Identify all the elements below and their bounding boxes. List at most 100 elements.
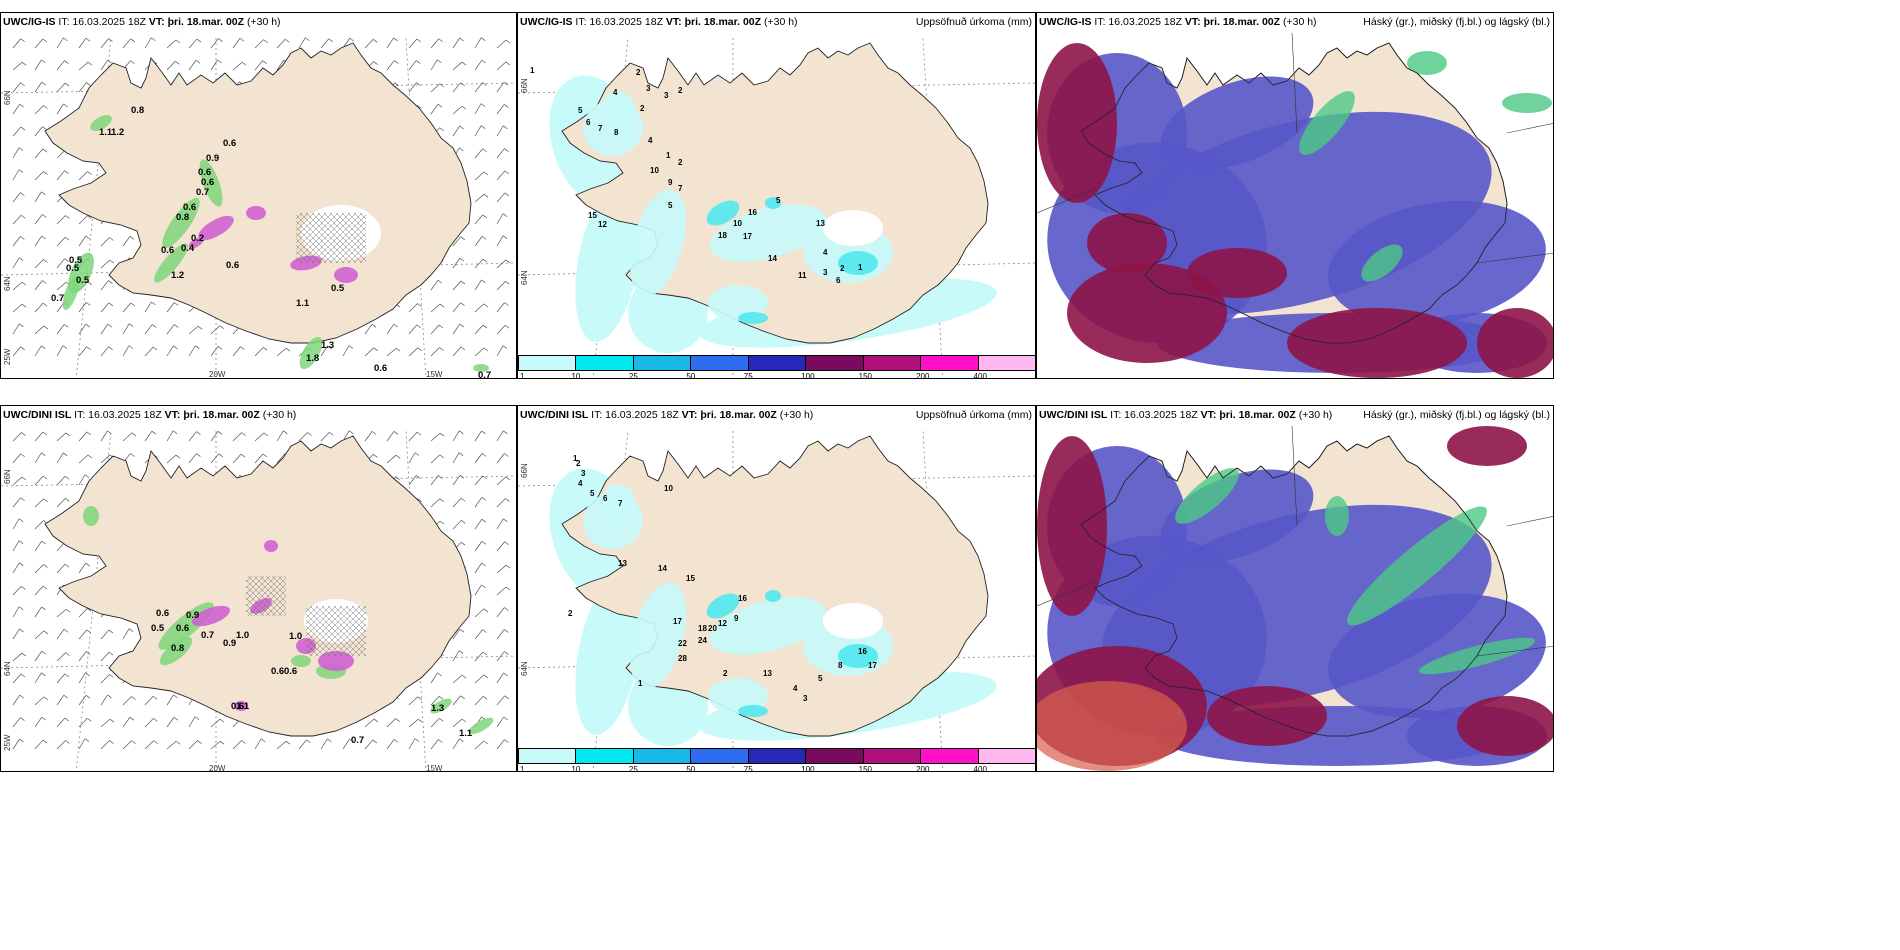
wind-barb (56, 237, 66, 247)
wind-barb-flag (458, 452, 464, 456)
wind-barb-flag (108, 38, 113, 42)
wind-barb (12, 214, 22, 225)
wind-barb (496, 235, 504, 247)
wind-barb-flag (239, 37, 245, 42)
wind-barb-flag (417, 303, 422, 307)
wind-barb-flag (64, 258, 69, 262)
hatch-line (306, 607, 355, 656)
wind-barb-flag (85, 37, 91, 42)
snow-precip-area (250, 598, 272, 614)
value-label: 6 (586, 118, 591, 127)
value-label: 0.8 (131, 105, 144, 116)
panel-cloud-dini-isl: UWC/DINI ISL IT: 16.03.2025 18Z VT: þri.… (1036, 405, 1554, 772)
wind-barb-flag (86, 431, 92, 436)
wind-barb (12, 38, 21, 49)
wind-barb (474, 148, 483, 159)
wind-barb-flag (263, 432, 269, 437)
wind-barb-flag (504, 192, 510, 197)
precip-green-area (299, 336, 323, 370)
wind-barb (56, 82, 66, 93)
wind-barb (386, 37, 394, 49)
wind-barb-flag (460, 82, 465, 86)
wind-barb-flag (438, 475, 443, 479)
wind-barb (430, 59, 438, 71)
panel-header: UWC/IG-IS IT: 16.03.2025 18Z VT: þri. 18… (3, 16, 281, 28)
hatch-line (246, 597, 265, 616)
wind-barb-flag (85, 302, 91, 306)
wind-barb (342, 738, 350, 750)
value-label: 1.1 (236, 701, 250, 712)
wind-barb-flag (86, 629, 92, 634)
moderate-precip-area (838, 251, 878, 275)
wind-barb (430, 498, 440, 508)
wind-barb-flag (21, 432, 26, 436)
colorbar-tick-label: 100 (801, 372, 815, 379)
wind-barb (34, 191, 42, 203)
wind-barb (430, 432, 441, 442)
moderate-precip-area (765, 590, 781, 602)
wind-barb (210, 431, 219, 442)
wind-barb (166, 694, 174, 706)
wind-barb (452, 629, 461, 640)
snow-free-area (301, 205, 381, 261)
wind-barb-flag (21, 281, 27, 286)
wind-barb-flag (437, 672, 442, 677)
hatch-line (309, 606, 361, 656)
hatch-line (306, 613, 349, 656)
wind-barb-flag (481, 430, 486, 435)
wind-barb (122, 432, 133, 442)
wind-barb-flag (197, 740, 202, 744)
wind-barb-flag (417, 696, 422, 700)
wind-barb-flag (219, 740, 225, 745)
wind-barb-flag (85, 695, 91, 699)
hatch-line (347, 244, 366, 263)
wind-barb-flag (482, 324, 488, 329)
wind-barb (34, 171, 44, 181)
wind-barb (34, 345, 42, 357)
mid-cloud-area (1477, 308, 1553, 378)
wind-barb (122, 236, 131, 247)
wind-barb-flag (21, 61, 27, 66)
wind-barb-flag (152, 346, 158, 351)
wind-barb-flag (173, 694, 178, 699)
wind-barb (452, 346, 462, 357)
wind-barb-flag (20, 497, 25, 502)
snow-precip-area (192, 605, 230, 627)
wind-barb (276, 59, 285, 71)
value-label: 0.2 (191, 233, 204, 244)
wind-barb-flag (305, 37, 310, 42)
value-label: 12 (718, 619, 727, 628)
wind-barb-flag (108, 629, 114, 634)
lat-label-66: 66N (520, 463, 529, 478)
wind-barb (78, 454, 89, 464)
wind-barb (386, 348, 397, 357)
value-label: 10 (650, 166, 659, 175)
wind-barb-flag (107, 694, 112, 699)
wind-barb (474, 629, 483, 640)
colorbar-swatch (632, 355, 691, 371)
graticule-line (1037, 580, 1098, 607)
wind-barb-flag (371, 324, 377, 328)
wind-barb-flag (437, 103, 443, 108)
wind-barb-flag (43, 498, 48, 503)
hatch-line (306, 631, 331, 656)
wind-barb-flag (505, 498, 510, 502)
wind-barb-flag (481, 584, 486, 589)
wind-barb-flag (65, 215, 70, 219)
wind-barb (364, 347, 374, 357)
wind-barb-flag (108, 302, 114, 307)
wind-barb (452, 718, 463, 728)
value-label: 0.5 (76, 275, 90, 286)
wind-barb-flag (173, 345, 178, 350)
wind-barb (78, 608, 88, 618)
wind-barb-flag (85, 323, 91, 328)
snow-precip-area (318, 651, 354, 671)
value-label: 11 (798, 271, 807, 280)
wind-barb-flag (480, 37, 486, 41)
wind-barb-flag (41, 452, 46, 457)
wind-barb (100, 629, 110, 640)
wind-barb-flag (175, 39, 181, 44)
lat-label-64: 64N (520, 661, 529, 676)
